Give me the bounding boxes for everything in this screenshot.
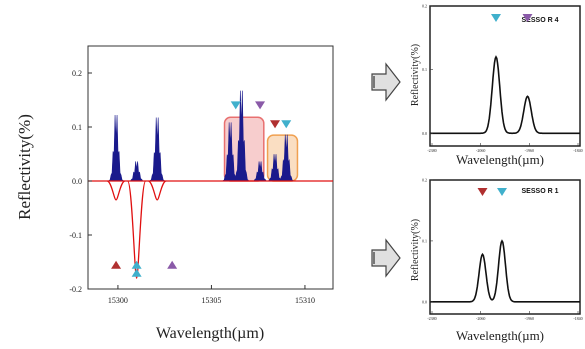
top-marker-2 [522,14,533,22]
marker-7 [270,120,281,129]
top-panel-frame [429,5,581,147]
bottom-marker-1 [477,188,488,196]
bottom-x-axis-label: Wavelength(µm) [456,328,544,343]
y-tick-label-5: -0.2 [69,285,82,294]
bottom-peak-markers [477,188,507,196]
bottom-x-tick-label-3: -1960 [525,316,534,321]
marker-2 [131,260,142,269]
marker-3 [131,268,142,277]
negative-peak-3 [147,180,167,201]
bottom-x-ticks: -2380 -2060 -1960 -1840 [427,311,583,321]
negative-peak-2 [126,180,147,279]
top-x-ticks: -2380 -2060 -1960 -1840 [427,143,583,153]
y-tick-label-4: -0.1 [69,231,82,240]
bottom-x-tick-label-2: -2060 [476,316,485,321]
top-x-tick-label-2: -2060 [476,148,485,153]
y-tick-label-3: 0.0 [72,177,82,186]
x-tick-label-2: 15305 [201,296,221,305]
bottom-y-axis-label: Reflectivity(%) [410,219,421,281]
top-x-tick-label-1: -2380 [427,148,436,153]
top-y-tick-label-1: 0.2 [422,4,427,9]
x-tick-label-1: 15300 [108,296,128,305]
top-peak-markers [491,14,533,22]
positive-peaks [108,90,294,182]
negative-peaks [106,180,167,279]
top-y-ticks: 0.2 0.1 0.0 [422,4,433,136]
marker-1 [111,260,122,269]
top-panel-title: SESSO R 4 [522,17,559,24]
top-y-tick-label-3: 0.0 [422,131,427,136]
positive-peak-1 [108,115,124,182]
negative-peak-1 [106,180,126,201]
top-x-tick-label-4: -1840 [573,148,582,153]
main-plot-frame [87,45,334,290]
top-spectrum-line [430,55,580,135]
positive-peak-5 [234,90,249,182]
bottom-y-tick-label-2: 0.1 [422,238,427,243]
top-right-panel: SESSO R 4 0.2 0.1 0.0 -2380 -2060 -1960 -1840… [410,4,583,168]
top-y-tick-label-2: 0.1 [422,67,427,72]
y-axis-label: Reflectivity(%) [15,114,34,220]
bottom-panel-frame [429,179,581,315]
arrow-to-bottom-panel [371,238,401,278]
marker-5 [230,101,241,110]
bottom-x-tick-label-1: -2380 [427,316,436,321]
y-ticks: 0.2 0.1 0.0 -0.1 -0.2 [69,69,92,294]
marker-4 [167,260,178,269]
bottom-right-panel: SESSO R 1 0.2 0.1 0.0 -2380 -2060 -1960 -1840… [410,178,583,344]
x-tick-label-3: 15310 [295,296,315,305]
main-chart: 0.2 0.1 0.0 -0.1 -0.2 15300 15305 15310 Reflec… [15,45,334,342]
top-y-axis-label: Reflectivity(%) [410,44,421,106]
arrow-to-top-panel [371,62,401,102]
positive-peak-3 [149,117,165,182]
positive-peak-8 [278,134,294,182]
bottom-spectrum-line [430,239,580,303]
bottom-marker-2 [497,188,507,196]
x-axis-label: Wavelength(µm) [156,325,264,342]
marker-6 [255,101,266,110]
bottom-y-tick-label-1: 0.2 [422,178,427,183]
top-x-axis-label: Wavelength(µm) [456,152,544,167]
marker-8 [281,120,292,129]
top-x-tick-label-3: -1960 [525,148,534,153]
peak-markers [111,101,292,277]
bottom-panel-title: SESSO R 1 [522,188,559,195]
x-ticks: 15300 15305 15310 [108,285,315,305]
top-marker-1 [491,14,501,22]
positive-peak-2 [129,161,144,182]
bottom-y-tick-label-3: 0.0 [422,299,427,304]
bottom-x-tick-label-4: -1840 [573,316,582,321]
y-tick-label-2: 0.1 [72,123,82,132]
y-tick-label-1: 0.2 [72,69,82,78]
bottom-y-ticks: 0.2 0.1 0.0 [422,178,433,304]
